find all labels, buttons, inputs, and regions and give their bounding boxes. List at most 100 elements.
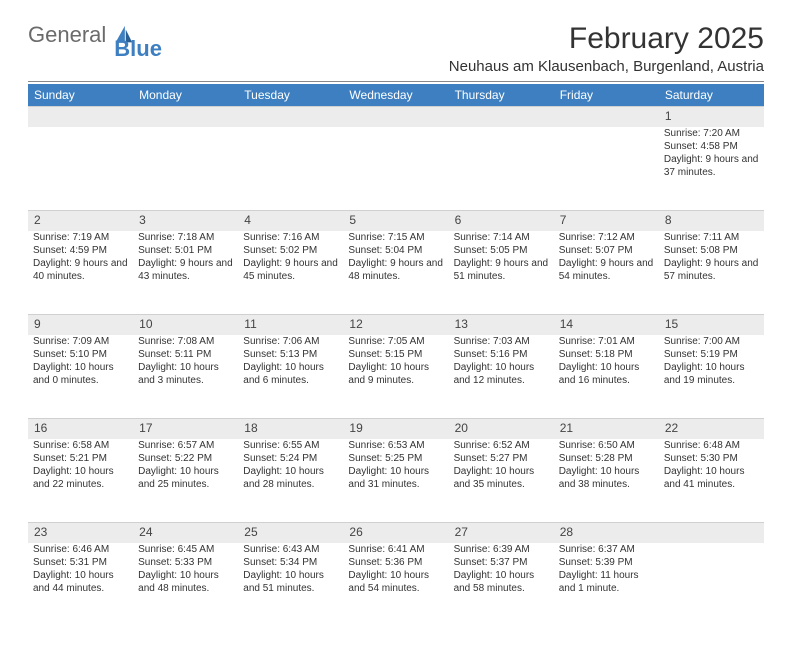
week-row: Sunrise: 7:20 AMSunset: 4:58 PMDaylight:… <box>28 127 764 211</box>
sunset-text: Sunset: 5:31 PM <box>33 556 128 569</box>
daylight-text: Daylight: 9 hours and 57 minutes. <box>664 257 759 283</box>
day-cell: Sunrise: 7:11 AMSunset: 5:08 PMDaylight:… <box>659 231 764 315</box>
day-number-cell <box>343 107 448 127</box>
sunrise-text: Sunrise: 7:03 AM <box>454 335 549 348</box>
sunrise-text: Sunrise: 6:41 AM <box>348 543 443 556</box>
week-row: Sunrise: 7:19 AMSunset: 4:59 PMDaylight:… <box>28 231 764 315</box>
day-cell: Sunrise: 7:00 AMSunset: 5:19 PMDaylight:… <box>659 335 764 419</box>
daylight-text: Daylight: 10 hours and 28 minutes. <box>243 465 338 491</box>
daylight-text: Daylight: 9 hours and 43 minutes. <box>138 257 233 283</box>
logo: General Blue <box>28 22 184 48</box>
daylight-text: Daylight: 9 hours and 51 minutes. <box>454 257 549 283</box>
daylight-text: Daylight: 10 hours and 31 minutes. <box>348 465 443 491</box>
sunrise-text: Sunrise: 7:09 AM <box>33 335 128 348</box>
day-cell: Sunrise: 6:52 AMSunset: 5:27 PMDaylight:… <box>449 439 554 523</box>
day-number-cell: 18 <box>238 419 343 439</box>
daylight-text: Daylight: 9 hours and 54 minutes. <box>559 257 654 283</box>
day-cell: Sunrise: 7:14 AMSunset: 5:05 PMDaylight:… <box>449 231 554 315</box>
sunset-text: Sunset: 5:07 PM <box>559 244 654 257</box>
day-cell <box>28 127 133 211</box>
day-cell: Sunrise: 6:45 AMSunset: 5:33 PMDaylight:… <box>133 543 238 627</box>
day-cell: Sunrise: 6:50 AMSunset: 5:28 PMDaylight:… <box>554 439 659 523</box>
day-cell: Sunrise: 6:39 AMSunset: 5:37 PMDaylight:… <box>449 543 554 627</box>
sunrise-text: Sunrise: 6:37 AM <box>559 543 654 556</box>
weekday-header: Sunday <box>28 84 133 107</box>
sunset-text: Sunset: 5:10 PM <box>33 348 128 361</box>
sunrise-text: Sunrise: 7:05 AM <box>348 335 443 348</box>
sunset-text: Sunset: 5:05 PM <box>454 244 549 257</box>
day-cell: Sunrise: 7:05 AMSunset: 5:15 PMDaylight:… <box>343 335 448 419</box>
daylight-text: Daylight: 10 hours and 54 minutes. <box>348 569 443 595</box>
sunrise-text: Sunrise: 7:11 AM <box>664 231 759 244</box>
location-subtitle: Neuhaus am Klausenbach, Burgenland, Aust… <box>449 58 764 75</box>
sunset-text: Sunset: 5:16 PM <box>454 348 549 361</box>
day-number-cell: 12 <box>343 315 448 335</box>
daylight-text: Daylight: 10 hours and 3 minutes. <box>138 361 233 387</box>
sunrise-text: Sunrise: 6:53 AM <box>348 439 443 452</box>
day-number-cell: 11 <box>238 315 343 335</box>
day-number-cell: 25 <box>238 523 343 543</box>
day-cell: Sunrise: 7:08 AMSunset: 5:11 PMDaylight:… <box>133 335 238 419</box>
day-cell <box>554 127 659 211</box>
daylight-text: Daylight: 10 hours and 16 minutes. <box>559 361 654 387</box>
day-number-cell <box>554 107 659 127</box>
sunrise-text: Sunrise: 7:16 AM <box>243 231 338 244</box>
day-number-cell: 16 <box>28 419 133 439</box>
day-cell: Sunrise: 6:41 AMSunset: 5:36 PMDaylight:… <box>343 543 448 627</box>
sunset-text: Sunset: 5:37 PM <box>454 556 549 569</box>
day-number-cell: 28 <box>554 523 659 543</box>
sunset-text: Sunset: 5:25 PM <box>348 452 443 465</box>
day-cell <box>659 543 764 627</box>
sunrise-text: Sunrise: 7:15 AM <box>348 231 443 244</box>
day-cell: Sunrise: 7:16 AMSunset: 5:02 PMDaylight:… <box>238 231 343 315</box>
sunrise-text: Sunrise: 7:20 AM <box>664 127 759 140</box>
sunrise-text: Sunrise: 7:00 AM <box>664 335 759 348</box>
day-cell: Sunrise: 7:15 AMSunset: 5:04 PMDaylight:… <box>343 231 448 315</box>
calendar-body: 1Sunrise: 7:20 AMSunset: 4:58 PMDaylight… <box>28 107 764 627</box>
daylight-text: Daylight: 10 hours and 44 minutes. <box>33 569 128 595</box>
month-title: February 2025 <box>449 22 764 56</box>
sunrise-text: Sunrise: 7:14 AM <box>454 231 549 244</box>
weekday-header: Thursday <box>449 84 554 107</box>
sunset-text: Sunset: 5:24 PM <box>243 452 338 465</box>
daylight-text: Daylight: 10 hours and 0 minutes. <box>33 361 128 387</box>
divider <box>28 81 764 82</box>
sunrise-text: Sunrise: 6:52 AM <box>454 439 549 452</box>
daylight-text: Daylight: 9 hours and 45 minutes. <box>243 257 338 283</box>
sunset-text: Sunset: 5:34 PM <box>243 556 338 569</box>
sunset-text: Sunset: 4:58 PM <box>664 140 759 153</box>
week-row: Sunrise: 6:58 AMSunset: 5:21 PMDaylight:… <box>28 439 764 523</box>
sunrise-text: Sunrise: 6:48 AM <box>664 439 759 452</box>
day-number-cell: 23 <box>28 523 133 543</box>
day-cell <box>343 127 448 211</box>
day-number-cell: 22 <box>659 419 764 439</box>
sunrise-text: Sunrise: 7:19 AM <box>33 231 128 244</box>
sunset-text: Sunset: 5:33 PM <box>138 556 233 569</box>
sunrise-text: Sunrise: 7:18 AM <box>138 231 233 244</box>
day-number-cell: 9 <box>28 315 133 335</box>
day-cell: Sunrise: 6:55 AMSunset: 5:24 PMDaylight:… <box>238 439 343 523</box>
sunset-text: Sunset: 5:22 PM <box>138 452 233 465</box>
sunrise-text: Sunrise: 7:08 AM <box>138 335 233 348</box>
day-number-cell: 19 <box>343 419 448 439</box>
sunset-text: Sunset: 5:28 PM <box>559 452 654 465</box>
sunrise-text: Sunrise: 6:46 AM <box>33 543 128 556</box>
sunset-text: Sunset: 5:36 PM <box>348 556 443 569</box>
sunset-text: Sunset: 5:04 PM <box>348 244 443 257</box>
sunrise-text: Sunrise: 6:57 AM <box>138 439 233 452</box>
weekday-header: Monday <box>133 84 238 107</box>
weekday-header: Wednesday <box>343 84 448 107</box>
sunrise-text: Sunrise: 6:43 AM <box>243 543 338 556</box>
day-number-cell <box>449 107 554 127</box>
day-number-cell: 26 <box>343 523 448 543</box>
day-cell <box>238 127 343 211</box>
day-number-cell: 2 <box>28 211 133 231</box>
daylight-text: Daylight: 10 hours and 48 minutes. <box>138 569 233 595</box>
day-cell: Sunrise: 6:37 AMSunset: 5:39 PMDaylight:… <box>554 543 659 627</box>
sunset-text: Sunset: 5:13 PM <box>243 348 338 361</box>
daylight-text: Daylight: 10 hours and 9 minutes. <box>348 361 443 387</box>
day-number-cell: 6 <box>449 211 554 231</box>
daylight-text: Daylight: 9 hours and 48 minutes. <box>348 257 443 283</box>
weekday-header-row: Sunday Monday Tuesday Wednesday Thursday… <box>28 84 764 107</box>
day-number-cell: 1 <box>659 107 764 127</box>
